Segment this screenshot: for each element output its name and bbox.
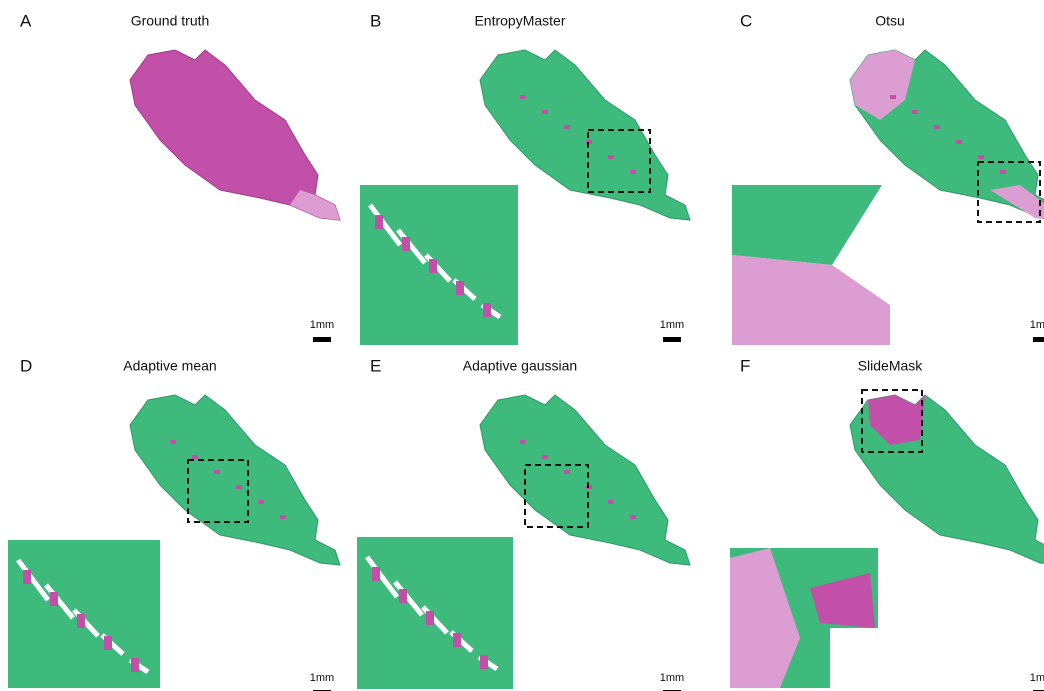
inset-spot xyxy=(399,589,407,603)
inset-spot xyxy=(375,215,383,229)
tissue-spot xyxy=(520,440,526,444)
figure: A Ground truth 1mm B EntropyMaster 1mm C Otsu 1m… xyxy=(0,0,1044,691)
inset-spot xyxy=(402,237,410,251)
panel-letter: A xyxy=(20,11,32,30)
panel-letter: F xyxy=(740,356,750,375)
scale-label: 1mm xyxy=(310,319,334,331)
tissue-spot xyxy=(542,110,548,114)
inset-spot xyxy=(483,303,491,317)
inset-spot xyxy=(50,592,58,606)
tissue xyxy=(130,395,340,565)
tissue-spot xyxy=(956,140,962,144)
tissue-spot xyxy=(564,470,570,474)
panel-letter: E xyxy=(370,356,381,375)
tissue-spot xyxy=(280,515,286,519)
tissue-spot xyxy=(520,95,526,99)
tissue-spot xyxy=(912,110,918,114)
panel-title: Adaptive gaussian xyxy=(463,358,577,374)
panel-title: Otsu xyxy=(875,13,905,29)
panel: B EntropyMaster 1mm xyxy=(360,11,690,345)
panel: A Ground truth 1mm xyxy=(20,11,340,342)
tissue-spot xyxy=(564,125,570,129)
panel-letter: C xyxy=(740,11,752,30)
panel: E Adaptive gaussian 1mm xyxy=(357,356,690,691)
inset-spot xyxy=(372,567,380,581)
scale-label: 1mm xyxy=(660,672,684,684)
panel: C Otsu 1mm xyxy=(732,11,1044,345)
tissue-spot xyxy=(890,95,896,99)
scale-label: 1mm xyxy=(310,672,334,684)
inset-spot xyxy=(429,259,437,273)
inset-spot xyxy=(77,614,85,628)
tissue-spot xyxy=(608,155,614,159)
scale-bar xyxy=(313,337,331,342)
panel: D Adaptive mean 1mm xyxy=(8,356,340,691)
tissue-spot xyxy=(1000,170,1006,174)
inset xyxy=(360,185,518,345)
inset-spot xyxy=(453,633,461,647)
tissue-spot xyxy=(236,485,242,489)
scale-bar xyxy=(663,337,681,342)
scale-label: 1mm xyxy=(1030,672,1044,684)
inset-spot xyxy=(456,281,464,295)
tissue-spot xyxy=(192,455,198,459)
panel-title: Ground truth xyxy=(131,13,210,29)
panel-title: SlideMask xyxy=(858,358,924,374)
inset-spot xyxy=(23,570,31,584)
tissue-spot xyxy=(258,500,264,504)
scale-label: 1mm xyxy=(660,319,684,331)
panel-letter: D xyxy=(20,356,32,375)
inset-white xyxy=(830,628,878,688)
panel-title: Adaptive mean xyxy=(123,358,216,374)
tissue-spot xyxy=(542,455,548,459)
inset-spot xyxy=(426,611,434,625)
tissue-spot xyxy=(214,470,220,474)
tissue-spot xyxy=(934,125,940,129)
tissue-spot xyxy=(630,515,636,519)
scale-label: 1mm xyxy=(1030,319,1044,331)
scale-bar xyxy=(1033,337,1044,342)
panel-title: EntropyMaster xyxy=(474,13,565,29)
tissue-spot xyxy=(978,155,984,159)
tissue-spot xyxy=(630,170,636,174)
inset-spot xyxy=(104,636,112,650)
inset-spot xyxy=(131,658,139,672)
panel: F SlideMask 1mm xyxy=(730,356,1044,691)
panel-letter: B xyxy=(370,11,381,30)
inset-spot xyxy=(480,655,488,669)
tissue-spot xyxy=(170,440,176,444)
tissue-spot xyxy=(608,500,614,504)
